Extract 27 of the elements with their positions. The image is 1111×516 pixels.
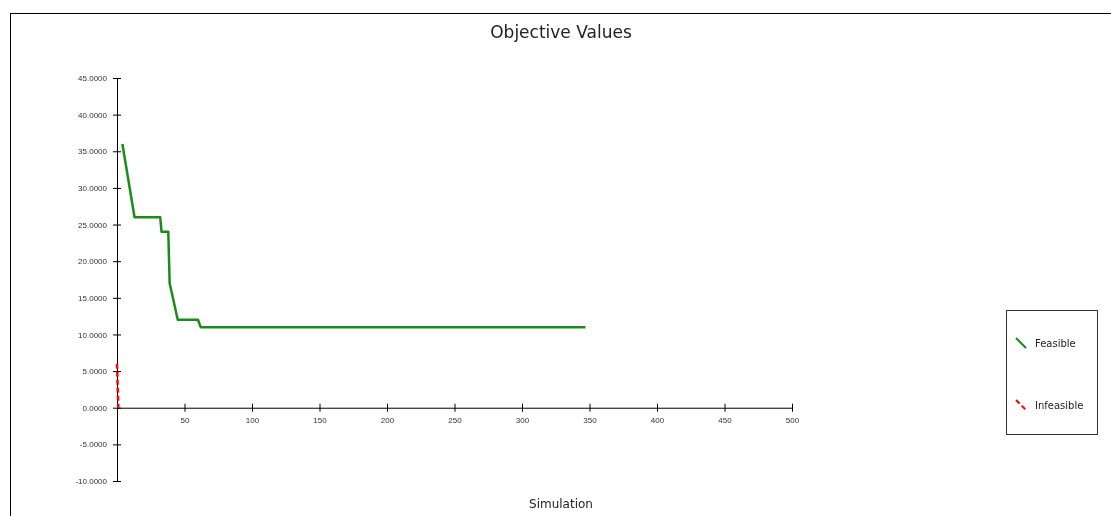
x-tick-label: 50 [180,416,190,426]
y-tick-label: -10.0000 [75,477,108,487]
y-tick-label: 45.0000 [78,74,108,84]
x-axis-title: Simulation [529,497,593,511]
x-tick-label: 350 [583,416,598,426]
x-tick-label: 500 [785,416,800,426]
x-tick-label: 100 [245,416,260,426]
y-tick-label: 35.0000 [78,147,108,157]
y-tick-label: 30.0000 [78,183,108,193]
y-tick-label: 0.0000 [82,403,108,413]
y-tick-label: 20.0000 [78,257,108,267]
y-tick-label: 15.0000 [78,293,108,303]
x-tick-label: 200 [380,416,395,426]
legend-label: Feasible [1035,338,1076,349]
y-tick-label: -5.0000 [79,440,108,450]
y-tick-label: 40.0000 [78,110,108,120]
x-tick-label: 400 [650,416,665,426]
x-tick-label: 450 [718,416,733,426]
x-tick-label: 250 [448,416,463,426]
y-tick-label: 5.0000 [82,367,108,377]
legend-label: Infeasible [1035,400,1084,411]
chart-title: Objective Values [490,22,632,42]
x-tick-label: 300 [515,416,530,426]
y-tick-label: 10.0000 [78,330,108,340]
line-series [121,142,587,329]
x-tick-label: 150 [313,416,328,426]
y-tick-label: 25.0000 [78,220,108,230]
